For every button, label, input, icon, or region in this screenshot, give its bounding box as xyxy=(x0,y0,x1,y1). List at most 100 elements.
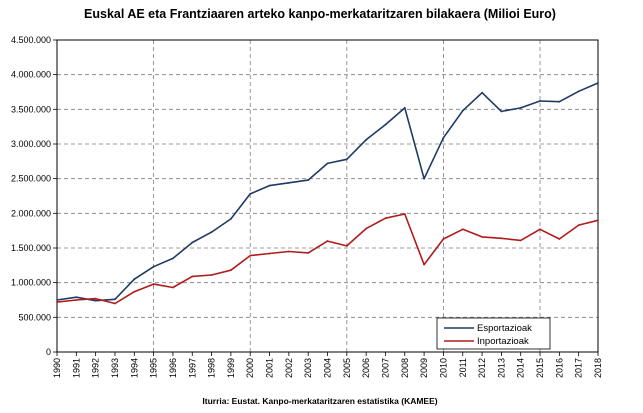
series-lines xyxy=(56,82,599,305)
data-point-esportazioak xyxy=(229,217,232,220)
x-tick-label: 2018 xyxy=(593,358,603,378)
x-tick-label: 2007 xyxy=(380,358,390,378)
data-point-inportazioak xyxy=(500,237,503,240)
x-tick-label: 2016 xyxy=(554,358,564,378)
x-tick-label: 2014 xyxy=(516,358,526,378)
x-tick-label: 2000 xyxy=(245,358,255,378)
data-point-inportazioak xyxy=(172,286,174,289)
x-tick-label: 1994 xyxy=(129,358,139,378)
x-tick-label: 1998 xyxy=(207,358,217,378)
x-tick-label: 2015 xyxy=(535,358,545,378)
data-point-esportazioak xyxy=(345,158,348,161)
y-tick-label: 4.000.000 xyxy=(11,70,51,80)
data-point-esportazioak xyxy=(558,100,561,103)
data-point-inportazioak xyxy=(191,275,194,278)
data-point-inportazioak xyxy=(558,238,561,240)
data-point-esportazioak xyxy=(133,278,136,281)
data-point-inportazioak xyxy=(249,254,252,257)
data-point-esportazioak xyxy=(172,257,174,260)
x-tick-label: 2004 xyxy=(323,358,333,378)
y-tick-label: 4.500.000 xyxy=(11,35,51,45)
x-tick-label: 2017 xyxy=(574,358,584,378)
x-tick-label: 2011 xyxy=(458,358,468,377)
y-tick-label: 500.000 xyxy=(18,312,51,322)
data-point-esportazioak xyxy=(75,296,78,299)
y-tick-label: 3.000.000 xyxy=(11,139,51,149)
data-point-esportazioak xyxy=(461,109,464,112)
x-tick-label: 1990 xyxy=(52,358,62,378)
y-axis: 0 500.000 1.000.000 1.500.000 2.000.000 2.500… xyxy=(11,35,57,357)
data-point-inportazioak xyxy=(423,263,426,266)
data-point-esportazioak xyxy=(500,110,503,113)
data-point-inportazioak xyxy=(539,228,541,231)
x-tick-label: 1995 xyxy=(149,358,159,378)
y-tick-label: 3.500.000 xyxy=(11,104,51,114)
data-point-esportazioak xyxy=(597,82,599,84)
data-point-inportazioak xyxy=(577,224,580,227)
series-line-inportazioak xyxy=(56,213,599,305)
data-point-esportazioak xyxy=(307,179,310,181)
x-tick-label: 1996 xyxy=(168,358,178,378)
x-tick-label: 1997 xyxy=(187,358,197,378)
x-tick-label: 2012 xyxy=(477,358,487,378)
legend-label-inportazioak: Inportazioak xyxy=(477,336,529,347)
data-point-inportazioak xyxy=(133,290,136,293)
data-point-esportazioak xyxy=(56,299,58,301)
x-tick-label: 1999 xyxy=(226,358,236,378)
data-point-inportazioak xyxy=(94,297,97,300)
data-point-inportazioak xyxy=(442,238,445,240)
data-point-inportazioak xyxy=(210,274,213,276)
data-point-esportazioak xyxy=(442,136,445,139)
y-tick-label: 0 xyxy=(46,347,51,357)
data-point-inportazioak xyxy=(365,227,368,230)
x-tick-label: 2003 xyxy=(303,358,313,378)
data-point-inportazioak xyxy=(403,213,406,215)
data-point-esportazioak xyxy=(384,123,387,126)
series-line-esportazioak xyxy=(56,82,599,302)
data-point-inportazioak xyxy=(481,236,483,238)
data-point-esportazioak xyxy=(114,298,116,301)
data-point-esportazioak xyxy=(326,162,329,165)
data-point-esportazioak xyxy=(481,91,483,94)
data-point-esportazioak xyxy=(365,138,368,141)
data-point-inportazioak xyxy=(597,219,599,222)
data-point-esportazioak xyxy=(403,107,406,109)
x-tick-label: 2009 xyxy=(419,358,429,378)
x-tick-label: 2005 xyxy=(342,358,352,378)
plot-area xyxy=(56,39,599,353)
x-tick-label: 1991 xyxy=(71,358,81,378)
data-point-esportazioak xyxy=(423,177,426,180)
legend-box xyxy=(436,317,551,350)
x-tick-label: 2006 xyxy=(361,358,371,378)
data-point-inportazioak xyxy=(229,269,232,272)
data-point-inportazioak xyxy=(287,250,290,253)
data-point-esportazioak xyxy=(191,241,194,244)
data-point-esportazioak xyxy=(94,299,97,302)
chart-title: Euskal AE eta Frantziaaren arteko kanpo-… xyxy=(84,7,556,21)
data-point-inportazioak xyxy=(152,283,155,285)
data-point-esportazioak xyxy=(210,231,213,233)
x-tick-label: 2008 xyxy=(400,358,410,378)
x-tick-label: 2001 xyxy=(265,358,275,378)
legend: Esportazioak Inportazioak xyxy=(436,317,551,350)
y-tick-label: 1.500.000 xyxy=(11,243,51,253)
data-point-inportazioak xyxy=(75,299,78,301)
data-point-esportazioak xyxy=(539,100,541,102)
x-tick-label: 2002 xyxy=(284,358,294,378)
data-point-inportazioak xyxy=(519,239,522,242)
legend-label-esportazioak: Esportazioak xyxy=(477,323,532,334)
data-point-esportazioak xyxy=(577,90,580,93)
data-point-inportazioak xyxy=(268,252,271,255)
y-tick-label: 2.000.000 xyxy=(11,208,51,218)
data-point-inportazioak xyxy=(326,240,329,242)
x-axis: 1990 1991 1992 1993 1994 1995 1996 1997 1998 1999… xyxy=(52,352,603,378)
x-tick-label: 1993 xyxy=(110,358,120,378)
y-tick-label: 1.000.000 xyxy=(11,278,51,288)
x-tick-label: 2013 xyxy=(496,358,506,378)
data-point-inportazioak xyxy=(345,245,348,247)
data-point-esportazioak xyxy=(152,265,155,268)
data-point-inportazioak xyxy=(307,251,310,254)
data-point-esportazioak xyxy=(268,184,271,187)
